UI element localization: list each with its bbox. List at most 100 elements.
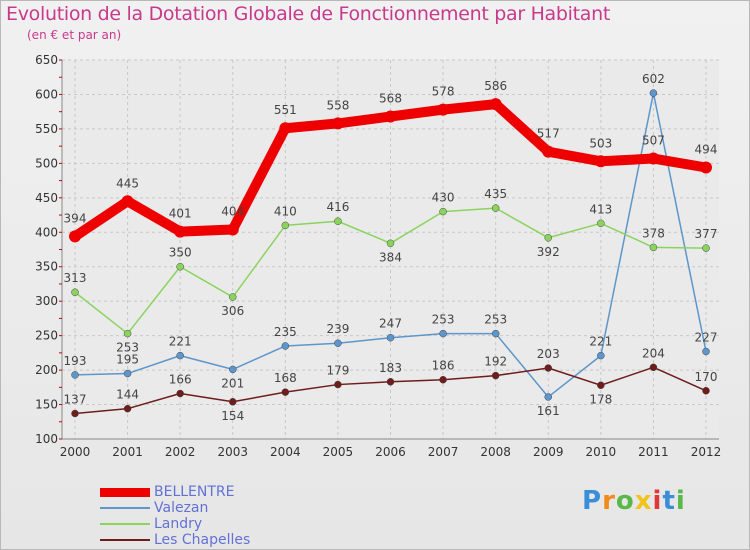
data-label: 413 xyxy=(589,202,612,216)
data-label: 392 xyxy=(537,245,560,259)
data-point xyxy=(700,161,712,174)
data-point xyxy=(544,393,552,401)
data-point xyxy=(123,329,132,338)
x-tick-label: 2008 xyxy=(480,445,511,459)
data-label: 517 xyxy=(537,127,560,141)
data-label: 235 xyxy=(274,325,297,339)
y-tick-label: 350 xyxy=(35,260,58,274)
data-label: 193 xyxy=(64,354,87,368)
x-tick-label: 2003 xyxy=(217,445,248,459)
data-point xyxy=(281,342,290,350)
data-label: 137 xyxy=(64,393,87,407)
chart-title: Evolution de la Dotation Globale de Fonc… xyxy=(6,3,611,25)
data-point xyxy=(334,339,342,347)
data-label: 586 xyxy=(484,79,507,93)
data-label: 578 xyxy=(432,85,455,99)
x-tick-label: 2006 xyxy=(375,445,406,459)
data-label: 494 xyxy=(695,142,718,156)
data-label: 568 xyxy=(379,92,402,106)
data-point xyxy=(439,375,447,384)
y-tick-label: 100 xyxy=(35,432,58,446)
logo-letter: t xyxy=(662,486,676,516)
data-label: 239 xyxy=(326,322,349,336)
data-point xyxy=(281,221,290,230)
data-point xyxy=(597,219,605,228)
data-point xyxy=(281,388,290,396)
data-point xyxy=(69,230,81,243)
data-point xyxy=(649,243,658,252)
data-label: 551 xyxy=(274,103,297,117)
x-tick-label: 2010 xyxy=(586,445,617,459)
x-tick-label: 2002 xyxy=(165,445,196,459)
x-tick-label: 2011 xyxy=(638,445,669,459)
data-point xyxy=(334,217,342,225)
data-label: 558 xyxy=(326,98,349,112)
y-tick-label: 200 xyxy=(35,363,58,377)
data-label: 253 xyxy=(116,341,139,355)
data-point xyxy=(71,409,79,418)
data-point xyxy=(439,329,447,338)
y-tick-label: 300 xyxy=(35,294,58,308)
data-label: 378 xyxy=(642,226,665,240)
data-label: 201 xyxy=(221,376,244,390)
data-point xyxy=(121,195,134,208)
data-label: 186 xyxy=(432,359,455,373)
legend-swatch xyxy=(100,507,150,509)
logo-letter: P xyxy=(582,486,603,516)
logo-letter: r xyxy=(602,486,616,516)
logo-letter: i xyxy=(652,486,663,516)
data-point xyxy=(702,387,710,395)
data-point xyxy=(226,223,239,236)
data-point xyxy=(489,98,502,111)
data-label: 503 xyxy=(589,136,612,150)
data-label: 204 xyxy=(642,346,665,360)
data-point xyxy=(597,351,605,360)
data-label: 253 xyxy=(432,313,455,327)
y-tick-label: 650 xyxy=(35,53,58,67)
y-tick-label: 500 xyxy=(35,156,58,170)
x-tick-label: 2009 xyxy=(533,445,564,459)
legend-label: Landry xyxy=(154,516,203,532)
data-point xyxy=(544,234,552,242)
data-label: 350 xyxy=(169,246,192,260)
data-label: 602 xyxy=(642,72,665,86)
data-label: 384 xyxy=(379,250,402,264)
data-point xyxy=(229,398,237,406)
data-point xyxy=(71,288,79,296)
data-label: 144 xyxy=(116,388,139,402)
data-label: 253 xyxy=(484,313,507,327)
data-label: 161 xyxy=(537,404,560,418)
proxiti-logo: Proxiti xyxy=(582,486,686,516)
data-label: 195 xyxy=(116,353,139,367)
data-point xyxy=(649,89,658,97)
data-point xyxy=(544,364,552,372)
data-point xyxy=(597,381,605,390)
data-label: 168 xyxy=(274,371,297,385)
x-tick-label: 2007 xyxy=(428,445,459,459)
x-tick-label: 2012 xyxy=(691,445,722,459)
data-point xyxy=(279,122,292,135)
data-label: 178 xyxy=(589,392,612,406)
data-point xyxy=(229,293,237,301)
legend-label: Les Chapelles xyxy=(154,532,251,548)
data-point xyxy=(647,152,660,165)
data-label: 313 xyxy=(64,271,87,285)
y-tick-label: 550 xyxy=(35,122,58,136)
y-tick-label: 600 xyxy=(35,87,58,101)
data-point xyxy=(439,207,447,216)
y-tick-label: 450 xyxy=(35,191,58,205)
data-label: 221 xyxy=(169,335,192,349)
legend-swatch xyxy=(100,523,150,525)
legend-label: Valezan xyxy=(154,500,209,516)
data-point xyxy=(123,404,132,413)
data-point xyxy=(702,244,710,252)
data-label: 416 xyxy=(326,200,349,214)
data-label: 179 xyxy=(326,364,349,378)
legend-swatch xyxy=(100,487,150,497)
data-label: 377 xyxy=(695,227,718,241)
data-label: 306 xyxy=(221,304,244,318)
x-tick-label: 2000 xyxy=(60,445,91,459)
logo-letter: i xyxy=(675,486,686,516)
y-tick-label: 400 xyxy=(35,225,58,239)
